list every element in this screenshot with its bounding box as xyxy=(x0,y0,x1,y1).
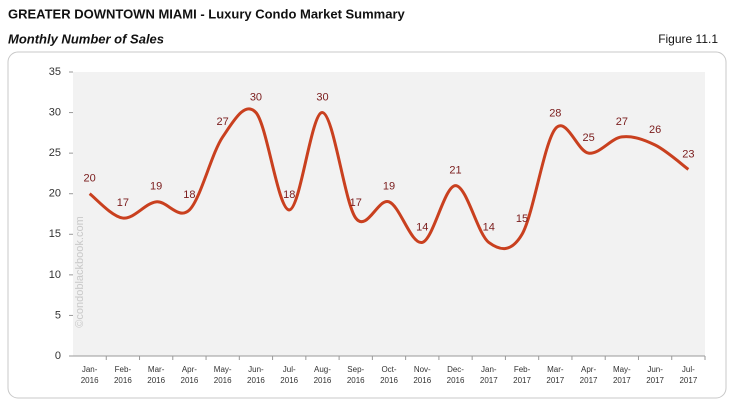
data-label: 18 xyxy=(283,189,295,201)
x-tick-label: Mar-2016 xyxy=(147,365,165,385)
x-tick-label: Jun-2017 xyxy=(646,365,664,385)
data-label: 14 xyxy=(483,221,495,233)
x-tick-label: Jun-2016 xyxy=(247,365,265,385)
data-label: 20 xyxy=(84,173,96,185)
figure-label: Figure 11.1 xyxy=(658,32,718,46)
data-label: 23 xyxy=(682,148,694,160)
data-label: 15 xyxy=(516,213,528,225)
x-tick-label: Apr-2016 xyxy=(181,365,199,385)
watermark: ©condoblackbook.com xyxy=(74,216,86,327)
y-tick-label: 5 xyxy=(55,309,61,321)
y-tick-label: 15 xyxy=(49,228,61,240)
data-label: 19 xyxy=(150,181,162,193)
y-tick-label: 30 xyxy=(49,106,61,118)
x-tick-label: Aug-2016 xyxy=(314,365,332,385)
y-tick-label: 35 xyxy=(49,66,61,78)
data-label: 30 xyxy=(250,91,262,103)
data-label: 30 xyxy=(316,91,328,103)
line xyxy=(88,107,690,250)
x-tick-label: Sep-2016 xyxy=(347,365,365,385)
x-tick-label: Dec-2016 xyxy=(447,365,465,385)
data-label: 14 xyxy=(416,221,428,233)
x-tick-label: Jan-2017 xyxy=(480,365,498,385)
x-tick-label: May-2016 xyxy=(214,365,232,385)
chart-subtitle: Monthly Number of Sales xyxy=(8,31,164,46)
data-label: 26 xyxy=(649,124,661,136)
chart-title: GREATER DOWNTOWN MIAMI - Luxury Condo Ma… xyxy=(8,6,406,21)
x-tick-label: Jul-2017 xyxy=(679,365,697,385)
x-tick-label: Apr-2017 xyxy=(580,365,598,385)
x-tick-label: Nov-2016 xyxy=(413,365,431,385)
data-label: 25 xyxy=(582,132,594,144)
y-tick-label: 0 xyxy=(55,350,61,362)
plot-area xyxy=(73,72,705,356)
y-tick-label: 20 xyxy=(49,188,61,200)
data-label: 27 xyxy=(217,116,229,128)
data-label: 19 xyxy=(383,181,395,193)
data-label: 18 xyxy=(183,189,195,201)
x-tick-label: Feb-2017 xyxy=(513,365,531,385)
x-tick-label: Feb-2016 xyxy=(114,365,132,385)
x-tick-label: May-2017 xyxy=(613,365,631,385)
x-tick-label: Jan-2016 xyxy=(81,365,99,385)
y-tick-label: 25 xyxy=(49,147,61,159)
data-label: 17 xyxy=(350,197,362,209)
data-label: 17 xyxy=(117,197,129,209)
x-tick-label: Mar-2017 xyxy=(546,365,564,385)
y-tick-label: 10 xyxy=(49,269,61,281)
data-label: 21 xyxy=(449,165,461,177)
x-tick-label: Jul-2016 xyxy=(280,365,298,385)
data-label: 28 xyxy=(549,108,561,120)
data-label: 27 xyxy=(616,116,628,128)
x-tick-label: Oct-2016 xyxy=(380,365,398,385)
